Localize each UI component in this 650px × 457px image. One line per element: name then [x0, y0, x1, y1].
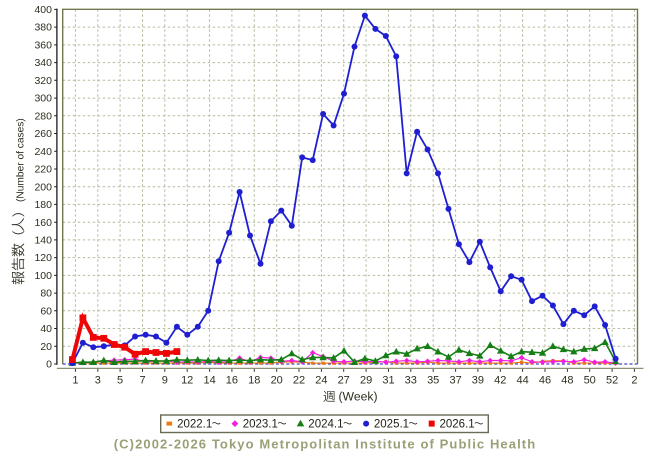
svg-text:29: 29 — [360, 375, 372, 387]
svg-text:400: 400 — [34, 4, 52, 16]
svg-text:3: 3 — [95, 375, 101, 387]
svg-text:22: 22 — [293, 375, 305, 387]
svg-text:80: 80 — [40, 288, 52, 300]
svg-text:300: 300 — [34, 93, 52, 105]
svg-text:220: 220 — [34, 164, 52, 176]
svg-text:46: 46 — [539, 375, 551, 387]
svg-text:27: 27 — [338, 375, 350, 387]
svg-text:48: 48 — [561, 375, 573, 387]
svg-text:(Week): (Week) — [339, 389, 378, 403]
svg-text:44: 44 — [516, 375, 528, 387]
svg-text:180: 180 — [34, 199, 52, 211]
svg-text:140: 140 — [34, 235, 52, 247]
svg-text:60: 60 — [40, 305, 52, 317]
svg-text:160: 160 — [34, 217, 52, 229]
svg-text:14: 14 — [203, 375, 215, 387]
svg-text:340: 340 — [34, 57, 52, 69]
svg-text:2023.1: 2023.1 — [243, 419, 278, 431]
svg-text:5: 5 — [117, 375, 123, 387]
svg-text:2022.1: 2022.1 — [177, 419, 212, 431]
svg-text:280: 280 — [34, 110, 52, 122]
svg-text:380: 380 — [34, 22, 52, 34]
svg-text:16: 16 — [226, 375, 238, 387]
svg-text:(Number of cases): (Number of cases) — [15, 118, 26, 202]
svg-text:0: 0 — [46, 359, 52, 371]
svg-text:2: 2 — [631, 375, 637, 387]
svg-text:100: 100 — [34, 270, 52, 282]
svg-text:33: 33 — [405, 375, 417, 387]
svg-text:240: 240 — [34, 146, 52, 158]
svg-text:42: 42 — [494, 375, 506, 387]
svg-text:37: 37 — [449, 375, 461, 387]
svg-text:1: 1 — [72, 375, 78, 387]
svg-text:50: 50 — [584, 375, 596, 387]
svg-text:39: 39 — [472, 375, 484, 387]
svg-text:9: 9 — [162, 375, 168, 387]
svg-text:52: 52 — [606, 375, 618, 387]
svg-text:2024.1: 2024.1 — [308, 419, 343, 431]
svg-text:2025.1: 2025.1 — [374, 419, 409, 431]
svg-text:360: 360 — [34, 40, 52, 52]
svg-text:260: 260 — [34, 128, 52, 140]
svg-text:200: 200 — [34, 181, 52, 193]
svg-text:2026.1: 2026.1 — [440, 419, 475, 431]
svg-text:12: 12 — [181, 375, 193, 387]
svg-text:31: 31 — [382, 375, 394, 387]
svg-text:(C)2002-2026 Tokyo Metropolita: (C)2002-2026 Tokyo Metropolitan Institut… — [114, 437, 537, 452]
svg-text:320: 320 — [34, 75, 52, 87]
svg-text:18: 18 — [248, 375, 260, 387]
svg-text:20: 20 — [271, 375, 283, 387]
svg-text:7: 7 — [139, 375, 145, 387]
svg-text:40: 40 — [40, 323, 52, 335]
svg-text:20: 20 — [40, 341, 52, 353]
svg-text:24: 24 — [315, 375, 327, 387]
svg-text:35: 35 — [427, 375, 439, 387]
svg-text:120: 120 — [34, 252, 52, 264]
